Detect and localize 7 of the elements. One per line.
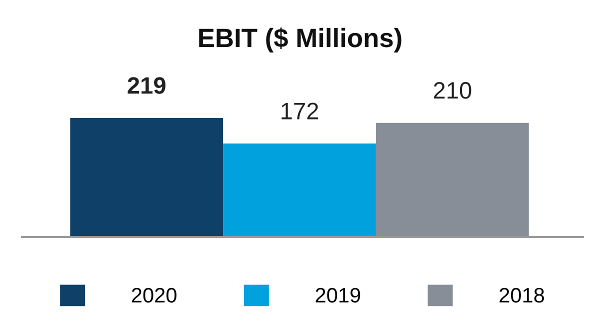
legend-label: 2018 <box>500 288 544 303</box>
data-label: 210 <box>434 82 472 99</box>
data-label: 172 <box>282 102 318 120</box>
chart-title: EBIT ($ Millions) <box>199 27 402 53</box>
legend-label: 2019 <box>316 288 360 303</box>
legend-label: 2020 <box>132 288 176 303</box>
data-label: 219 <box>128 77 166 94</box>
